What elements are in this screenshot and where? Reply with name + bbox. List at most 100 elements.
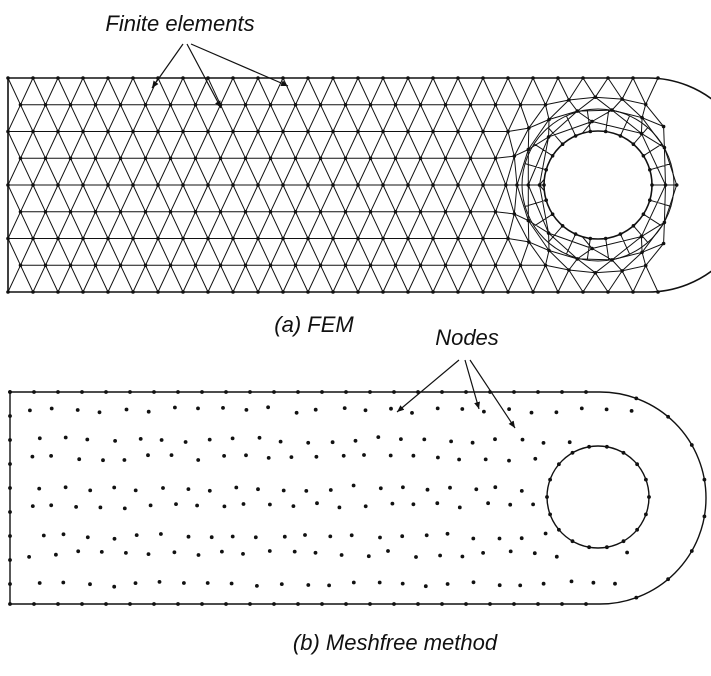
fem-node bbox=[118, 103, 123, 107]
fem-node bbox=[181, 236, 185, 241]
fem-node bbox=[43, 210, 48, 214]
fem-node bbox=[550, 212, 555, 216]
fem-node bbox=[318, 210, 323, 214]
fem-node bbox=[81, 183, 85, 187]
fem-node bbox=[18, 263, 23, 268]
meshfree-node bbox=[605, 545, 609, 550]
fem-node bbox=[546, 231, 551, 235]
fem-node bbox=[193, 156, 198, 161]
meshfree-node bbox=[457, 457, 461, 462]
fem-node bbox=[368, 103, 373, 107]
fem-node bbox=[593, 95, 598, 99]
meshfree-node bbox=[159, 438, 164, 442]
meshfree-node bbox=[344, 602, 348, 606]
meshfree-node bbox=[8, 438, 12, 442]
meshfree-node bbox=[702, 514, 707, 519]
fem-node bbox=[206, 129, 210, 134]
meshfree-node bbox=[560, 390, 564, 394]
meshfree-node bbox=[584, 602, 588, 606]
finite-elements-callout: Finite elements bbox=[105, 11, 289, 109]
fem-node bbox=[331, 290, 335, 294]
meshfree-node bbox=[376, 435, 381, 439]
meshfree-node bbox=[541, 441, 546, 445]
fem-node bbox=[661, 241, 666, 246]
fem-node bbox=[643, 263, 648, 268]
fem-node bbox=[506, 290, 510, 294]
meshfree-node bbox=[464, 602, 468, 606]
fem-node bbox=[106, 290, 110, 294]
fem-node bbox=[268, 210, 273, 214]
fem-node bbox=[531, 290, 535, 294]
meshfree-node bbox=[351, 483, 356, 488]
meshfree-node bbox=[230, 436, 235, 441]
meshfree-node bbox=[363, 504, 368, 509]
meshfree-node bbox=[77, 457, 82, 462]
meshfree-node bbox=[8, 602, 12, 606]
fem-node bbox=[18, 210, 23, 214]
fem-node bbox=[544, 198, 548, 202]
meshfree-node bbox=[532, 551, 537, 556]
meshfree-node bbox=[399, 437, 403, 441]
fem-node bbox=[81, 290, 85, 294]
fem-node bbox=[81, 129, 85, 134]
fem-node bbox=[406, 183, 410, 187]
fem-node bbox=[381, 183, 385, 187]
meshfree-node bbox=[27, 555, 31, 559]
meshfree-node bbox=[229, 581, 234, 586]
fem-node bbox=[526, 183, 531, 187]
meshfree-node bbox=[169, 453, 174, 457]
meshfree-node bbox=[541, 581, 546, 586]
fem-node bbox=[243, 156, 248, 161]
fem-node bbox=[318, 103, 323, 107]
fem-node bbox=[556, 290, 560, 294]
fem-node bbox=[593, 271, 598, 275]
meshfree-node bbox=[99, 550, 104, 554]
fem-node bbox=[181, 290, 185, 294]
fem-node bbox=[431, 290, 435, 294]
fem-node bbox=[493, 156, 498, 161]
fem-node bbox=[631, 224, 636, 228]
meshfree-node bbox=[292, 549, 297, 554]
fem-node bbox=[131, 290, 135, 294]
meshfree-node bbox=[122, 506, 127, 511]
fem-node bbox=[506, 236, 510, 241]
meshfree-node bbox=[507, 458, 511, 463]
fem-node bbox=[168, 263, 173, 268]
fem-node bbox=[527, 126, 531, 130]
meshfree-node bbox=[278, 439, 283, 444]
meshfree-node bbox=[557, 527, 561, 532]
finite-elements-arrow bbox=[186, 43, 222, 109]
fem-node bbox=[206, 183, 210, 187]
fem-node bbox=[456, 290, 460, 294]
fem-node bbox=[641, 154, 646, 158]
meshfree-node bbox=[392, 390, 396, 394]
fem-node bbox=[456, 183, 460, 187]
meshfree-node bbox=[234, 485, 239, 490]
fem-node bbox=[567, 268, 571, 272]
fem-node bbox=[406, 76, 410, 80]
fem-node bbox=[68, 210, 73, 214]
fem-node bbox=[68, 103, 73, 107]
fem-node bbox=[618, 232, 623, 236]
meshfree-node bbox=[488, 602, 492, 606]
meshfree-node bbox=[75, 408, 80, 412]
meshfree-node bbox=[481, 551, 485, 555]
meshfree-node bbox=[306, 583, 311, 587]
fem-node bbox=[281, 183, 285, 187]
meshfree-node bbox=[224, 602, 228, 606]
meshfree-node bbox=[257, 435, 262, 440]
meshfree-node bbox=[529, 410, 534, 415]
fem-node bbox=[650, 183, 654, 187]
fem-node bbox=[526, 147, 531, 152]
fem-node bbox=[118, 263, 123, 268]
meshfree-node bbox=[320, 602, 324, 606]
fem-node bbox=[631, 142, 636, 146]
fem-node bbox=[381, 129, 385, 134]
fem-node bbox=[193, 103, 198, 107]
fem-node bbox=[639, 131, 644, 136]
meshfree-node bbox=[519, 536, 524, 541]
fem-node bbox=[6, 290, 10, 294]
meshfree-node bbox=[222, 454, 227, 458]
meshfree-node bbox=[512, 602, 516, 606]
meshfree-node bbox=[507, 407, 511, 411]
